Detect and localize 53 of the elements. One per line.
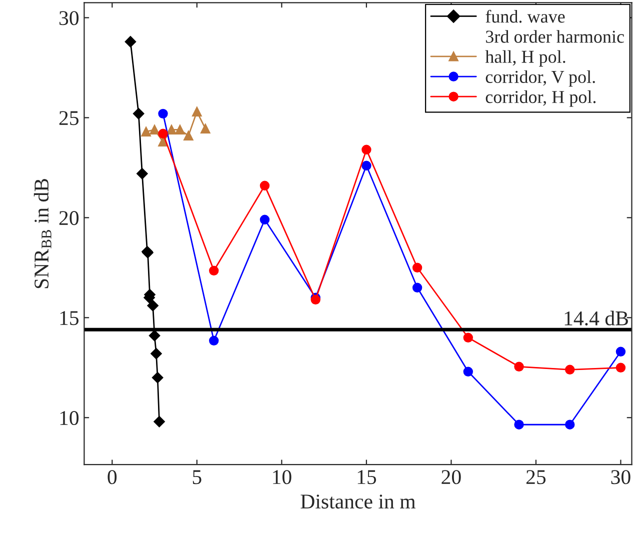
- x-tick-label: 0: [108, 470, 117, 484]
- x-tick-label: 10: [273, 470, 292, 484]
- point: [150, 124, 160, 135]
- point: [124, 36, 136, 48]
- y-axis-title: SNR$_{BB}$ in dB: [34, 178, 52, 288]
- legend-label: hall, H pol.: [485, 50, 566, 67]
- point: [616, 362, 626, 372]
- point: [158, 128, 168, 139]
- point: [158, 108, 168, 119]
- point: [200, 124, 210, 134]
- x-tick-label: 20: [442, 470, 461, 484]
- x-tick-label: 25: [526, 470, 546, 484]
- x-tick-label: 30: [611, 470, 630, 484]
- point: [184, 130, 194, 141]
- point: [154, 416, 165, 428]
- point: [150, 348, 162, 360]
- point: [175, 124, 185, 135]
- point: [260, 180, 270, 191]
- point: [192, 106, 202, 117]
- point: [514, 420, 524, 430]
- ref-line-label: 14.4 dB: [564, 310, 628, 326]
- x-tick-label: 5: [192, 470, 202, 484]
- point: [209, 336, 219, 346]
- legend-label: fund. wave: [486, 10, 565, 23]
- y-tick-label: 15: [60, 311, 79, 326]
- point: [565, 420, 575, 430]
- y-tick-label: 10: [60, 411, 79, 426]
- y-tick-label: 20: [59, 211, 79, 226]
- x-tick-label: 15: [358, 470, 376, 484]
- annotation: 3rd order harmonic: [486, 30, 624, 43]
- point: [412, 282, 422, 293]
- point: [209, 266, 219, 276]
- point: [362, 144, 372, 155]
- point: [362, 160, 372, 171]
- point: [136, 168, 148, 180]
- point: [565, 364, 575, 374]
- point: [152, 372, 164, 384]
- point: [148, 330, 160, 342]
- point: [463, 366, 474, 376]
- point: [166, 124, 176, 135]
- legend-label: corridor, V pol.: [486, 70, 595, 87]
- point: [412, 262, 422, 273]
- point: [141, 126, 151, 137]
- point: [463, 332, 474, 342]
- point: [514, 362, 524, 372]
- point: [616, 346, 626, 356]
- y-tick-label: 30: [59, 11, 79, 26]
- point: [133, 108, 144, 120]
- legend-label: corridor, H pol.: [486, 90, 596, 107]
- point: [260, 214, 270, 225]
- point: [147, 300, 158, 312]
- x-axis-title: Distance in m: [300, 494, 416, 509]
- y-tick-label: 25: [59, 111, 79, 126]
